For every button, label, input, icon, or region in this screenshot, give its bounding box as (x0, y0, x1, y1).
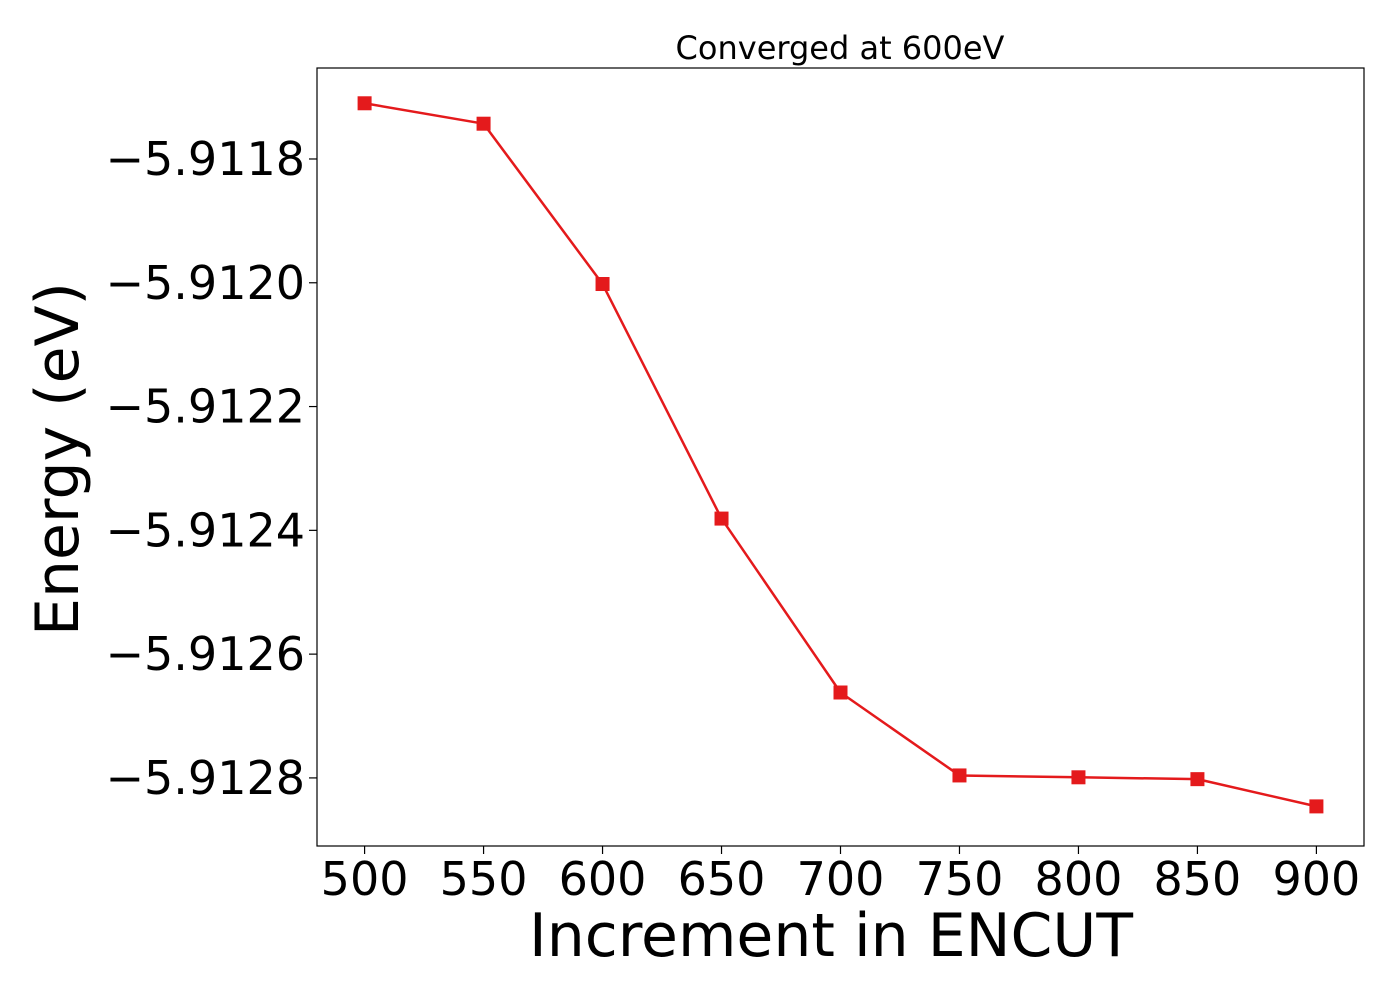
data-point-marker (595, 277, 610, 292)
x-tick-label: 600 (559, 852, 647, 906)
data-point-marker (952, 768, 967, 783)
x-axis: 500 550 600 650 700 750 800 850 900 (321, 846, 1361, 906)
series-line (364, 102, 1317, 808)
y-tick-label: −5.9120 (106, 256, 306, 310)
data-point-marker (833, 685, 848, 700)
y-axis: −5.9118 −5.9120 −5.9122 −5.9124 −5.9126 −5.91… (106, 132, 317, 805)
x-tick-label: 700 (797, 852, 885, 906)
data-point-marker (357, 96, 372, 111)
series-group (357, 96, 1324, 814)
x-tick-label: 900 (1273, 852, 1361, 906)
x-tick-label: 850 (1154, 852, 1242, 906)
x-tick-label: 550 (440, 852, 528, 906)
y-tick-label: −5.9122 (106, 380, 306, 434)
x-tick-label: 500 (321, 852, 409, 906)
x-tick-label: 650 (678, 852, 766, 906)
data-point-marker (476, 116, 491, 131)
chart-title: Converged at 600eV (676, 29, 1005, 67)
data-point-marker (714, 511, 729, 526)
y-tick-label: −5.9118 (106, 132, 306, 186)
data-point-marker (1190, 772, 1205, 787)
data-point-marker (1309, 799, 1324, 814)
y-tick-label: −5.9126 (106, 627, 306, 681)
y-tick-label: −5.9128 (106, 751, 306, 805)
plot-area-frame (316, 67, 1365, 847)
data-point-marker (1071, 770, 1086, 785)
x-axis-label: Increment in ENCUT (529, 901, 1133, 971)
y-tick-label: −5.9124 (106, 503, 306, 557)
y-axis-label: Energy (eV) (23, 282, 93, 636)
x-tick-label: 750 (916, 852, 1004, 906)
x-tick-label: 800 (1035, 852, 1123, 906)
